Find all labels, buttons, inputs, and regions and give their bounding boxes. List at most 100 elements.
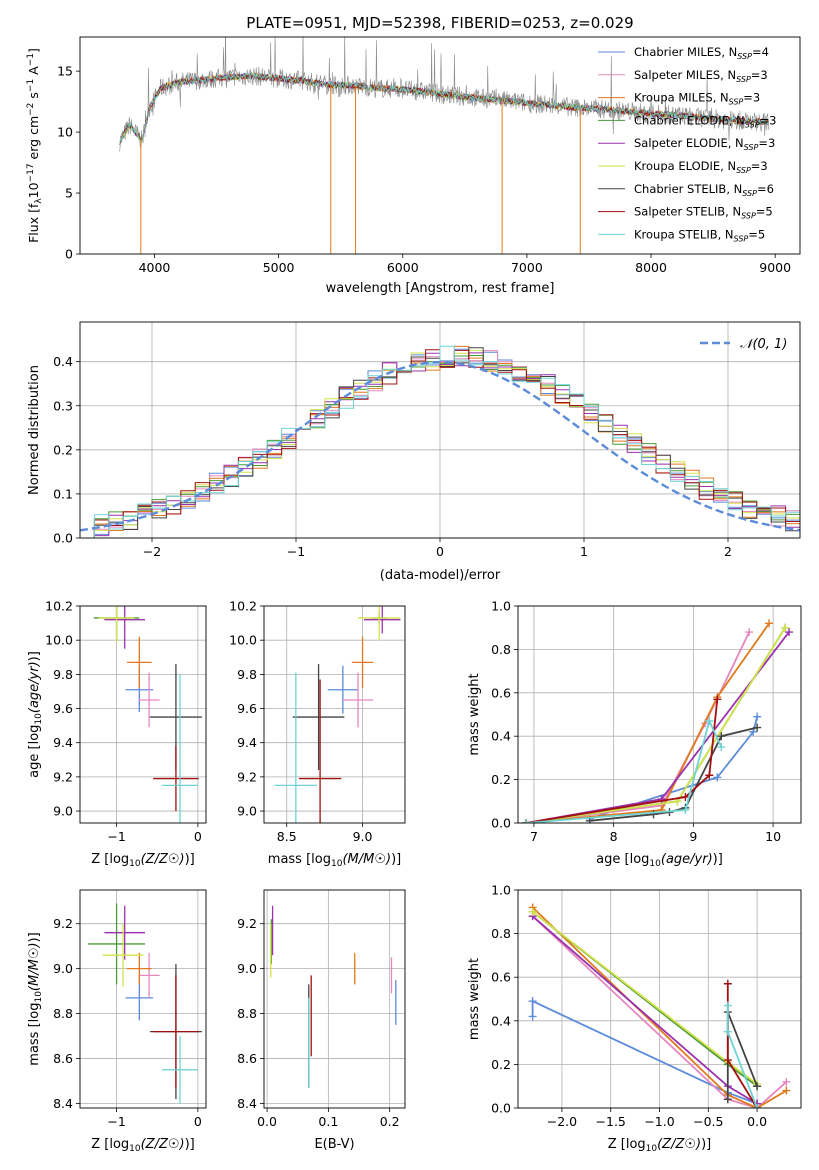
weight-marker [723, 1027, 732, 1036]
y-tick-label: 10.2 [229, 599, 257, 614]
axes-frame [263, 889, 406, 1109]
error-bars [88, 903, 202, 1104]
weight-lines [521, 619, 794, 823]
weight-marker [753, 1104, 762, 1108]
weight-marker [723, 979, 732, 988]
x-axis-label: mass [log10(M/M☉))] [268, 852, 401, 869]
y-axis-label: Flux [fλ10−17 erg cm−2 s−1 A−1] [26, 48, 44, 243]
y-axis-label: mass weight [467, 673, 482, 755]
y-tick-label: 8.8 [53, 1006, 73, 1021]
y-tick-label: 0 [65, 247, 73, 262]
y-tick-label: 0.4 [491, 1013, 511, 1028]
weight-marker [723, 1001, 732, 1010]
x-tick-label: 0 [436, 544, 444, 559]
weight-marker [521, 819, 530, 823]
model-spectrum [119, 72, 769, 145]
x-tick-label: 7 [530, 829, 538, 844]
legend-label: Chabrier MILES, NSSP=4 [634, 45, 769, 61]
legend-label: Kroupa ELODIE, NSSP=3 [634, 159, 768, 175]
x-tick-label: −1 [287, 544, 305, 559]
y-tick-label: 9.2 [237, 769, 257, 784]
weight-marker [745, 628, 754, 637]
mass_vs_Z-grid [80, 890, 206, 1108]
axes-frame [517, 605, 802, 824]
y-tick-label: 9.6 [53, 701, 73, 716]
x-tick-label: −2.0 [547, 1114, 577, 1129]
y-tick-label: 9.8 [53, 667, 73, 682]
weight-marker [765, 619, 774, 628]
y-tick-label: 9.8 [237, 667, 257, 682]
weight-marker [681, 805, 690, 814]
histograms [80, 345, 800, 538]
model-spectrum [119, 73, 769, 146]
observed-spectrum [119, 37, 769, 152]
weight-marker [753, 723, 762, 732]
y-tick-label: 15 [57, 64, 73, 79]
x-tick-label: 4000 [139, 260, 171, 275]
x-tick-label: −1.5 [596, 1114, 626, 1129]
y-tick-label: 9.0 [237, 961, 257, 976]
weight-line [532, 915, 758, 1105]
axes-frame [79, 605, 207, 824]
weight-marker [785, 628, 794, 637]
y-tick-label: 0.4 [491, 729, 511, 744]
y-tick-label: 9.0 [237, 804, 257, 819]
mass_weight_vs_Z-grid [518, 889, 801, 1109]
x-tick-label: 8 [610, 829, 618, 844]
y-tick-label: 9.2 [53, 916, 73, 931]
legend-label: Kroupa STELIB, NSSP=5 [634, 227, 765, 243]
y-tick-label: 5 [65, 186, 73, 201]
weight-marker [717, 732, 726, 741]
legend-label: Chabrier STELIB, NSSP=6 [634, 182, 774, 198]
weight-marker [649, 810, 658, 819]
x-tick-label: 5000 [263, 260, 295, 275]
y-tick-label: 1.0 [491, 883, 511, 898]
y-tick-label: 0.2 [491, 772, 511, 787]
model-spectrum [119, 72, 769, 145]
mass_vs_Z-panel: −1 0 8.4 8.6 8.8 9.0 9.2 Z [log10(Z/Z☉))] mass [… [27, 889, 207, 1154]
legend-label: Salpeter MILES, NSSP=3 [634, 68, 768, 84]
weight-marker [753, 1082, 762, 1091]
y-tick-label: 9.0 [53, 804, 73, 819]
y-axis-label: Normed distribution [27, 365, 42, 495]
mass_weight_vs_Z-panel: −2.0 −1.5 −1.0 −0.5 0.0 0.0 0.2 0.4 0.6 0.8 1.0 Z [… [467, 883, 802, 1154]
legend-label: 𝒩(0, 1) [740, 337, 787, 352]
x-tick-label: 0.0 [747, 1114, 767, 1129]
axes-frame [263, 605, 406, 824]
x-tick-label: 0.2 [380, 1114, 400, 1129]
y-axis-label: mass [log10(M/M☉))] [27, 932, 44, 1065]
x-tick-label: 1 [580, 544, 588, 559]
axes-frame [517, 889, 802, 1109]
x-axis-label: E(B-V) [314, 1137, 354, 1152]
error-bars [270, 905, 397, 1088]
y-tick-label: 8.6 [237, 1051, 257, 1066]
y-tick-label: 8.4 [53, 1096, 73, 1111]
x-tick-label: 0 [194, 1114, 202, 1129]
y-tick-label: 8.4 [237, 1096, 257, 1111]
x-tick-label: 7000 [511, 260, 543, 275]
x-tick-label: −2 [143, 544, 161, 559]
x-axis-label: wavelength [Angstrom, rest frame] [326, 281, 555, 296]
model-spectrum [119, 72, 769, 145]
y-tick-label: 0.2 [491, 1057, 511, 1072]
axes-frame [79, 889, 207, 1109]
axes-frame [79, 321, 801, 539]
x-tick-label: 6000 [387, 260, 419, 275]
model-spectrum [119, 72, 769, 145]
weight-line [525, 718, 723, 823]
y-tick-label: 8.8 [237, 1006, 257, 1021]
x-axis-label: Z [log10(Z/Z☉))] [608, 1137, 712, 1154]
legend-label: Kroupa MILES, NSSP=3 [634, 91, 760, 107]
spectrum-legend: Chabrier MILES, NSSP=4 Salpeter MILES, NS… [598, 45, 776, 243]
weight-marker [782, 1077, 791, 1086]
x-tick-label: 0.0 [257, 1114, 277, 1129]
weight-marker [705, 717, 714, 726]
x-tick-label: 0 [194, 829, 202, 844]
weight-line [525, 699, 719, 823]
legend-label: Chabrier ELODIE, NSSP=3 [634, 113, 776, 129]
model-spectrum [119, 72, 769, 146]
y-tick-label: 0.3 [53, 398, 73, 413]
weight-line [525, 631, 790, 823]
y-tick-label: 9.4 [237, 735, 257, 750]
